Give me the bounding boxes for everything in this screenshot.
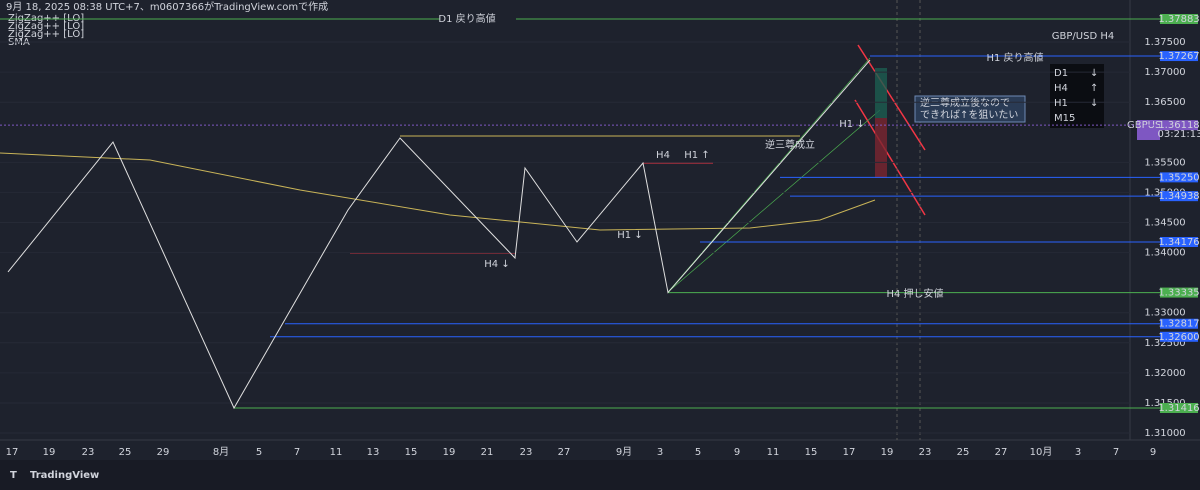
brand-logo: T bbox=[10, 470, 17, 481]
annotation: H1 ↑ bbox=[684, 150, 709, 161]
price-tick-label: 1.35500 bbox=[1144, 157, 1185, 168]
annotation: H4 押し安値 bbox=[886, 287, 943, 300]
time-tick-label: 10月 bbox=[1030, 446, 1053, 458]
status-box bbox=[1050, 64, 1104, 128]
note-box bbox=[914, 95, 1026, 123]
level-tag bbox=[1160, 191, 1198, 202]
price-tick-label: 1.33000 bbox=[1144, 308, 1185, 319]
symbol-title: GBP/USD H4 bbox=[1052, 31, 1114, 42]
status-arrow: ↑ bbox=[1090, 83, 1098, 94]
time-tick-label: 19 bbox=[43, 447, 56, 458]
status-label: M15 bbox=[1054, 113, 1075, 124]
annotation: H4 bbox=[656, 150, 670, 161]
level-tag-text: 1.37267 bbox=[1158, 51, 1199, 62]
level-tag bbox=[1160, 403, 1198, 413]
level-tag-text: 1.34176 bbox=[1158, 237, 1199, 248]
time-tick-label: 8月 bbox=[213, 446, 229, 458]
price-tick-label: 1.37500 bbox=[1144, 37, 1185, 48]
position-profit bbox=[875, 68, 887, 118]
level-tag-text: 1.32817 bbox=[1158, 319, 1199, 330]
level-tag bbox=[1160, 172, 1198, 183]
time-tick-label: 5 bbox=[695, 447, 701, 458]
zigzag-line bbox=[7, 59, 871, 410]
time-tick-label: 9 bbox=[734, 447, 740, 458]
caption: 9月 18, 2025 08:38 UTC+7、m0607366がTrading… bbox=[6, 0, 328, 13]
fan-line bbox=[667, 109, 881, 293]
level-tag-text: 1.35250 bbox=[1158, 172, 1199, 183]
time-tick-label: 11 bbox=[767, 447, 780, 458]
time-tick-label: 7 bbox=[294, 447, 300, 458]
time-tick-label: 3 bbox=[657, 447, 663, 458]
price-tick-label: 1.31000 bbox=[1144, 428, 1185, 439]
status-arrow: ↓ bbox=[1090, 98, 1098, 109]
annotation: D1 戻り高値 bbox=[438, 12, 495, 25]
time-tick-label: 5 bbox=[256, 447, 262, 458]
price-tick-label: 1.32000 bbox=[1144, 368, 1185, 379]
time-tick-label: 23 bbox=[919, 447, 932, 458]
level-tag-text: 1.32600 bbox=[1158, 332, 1199, 343]
note-line: できれば↑を狙いたい bbox=[920, 109, 1018, 121]
time-tick-label: 17 bbox=[843, 447, 856, 458]
level-tag bbox=[1160, 51, 1198, 62]
level-tag bbox=[1160, 318, 1198, 329]
time-tick-label: 23 bbox=[82, 447, 95, 458]
symbol-tag bbox=[1137, 120, 1160, 140]
annotation: H1 ↓ bbox=[617, 230, 642, 241]
annotation-bg bbox=[440, 12, 516, 26]
level-tag-text: 1.37883 bbox=[1158, 14, 1199, 25]
level-tag bbox=[1160, 331, 1198, 342]
time-tick-label: 13 bbox=[367, 447, 380, 458]
level-tag bbox=[1160, 120, 1198, 131]
time-tick-label: 7 bbox=[1113, 447, 1119, 458]
price-tick-label: 1.36500 bbox=[1144, 97, 1185, 108]
level-tag-text: 1.36118 bbox=[1158, 120, 1199, 131]
time-tick-label: 21 bbox=[481, 447, 494, 458]
footer-bar bbox=[0, 460, 1200, 490]
time-tick-label: 17 bbox=[6, 447, 19, 458]
time-tick-label: 27 bbox=[995, 447, 1008, 458]
annotation: 逆三尊成立 bbox=[765, 138, 815, 151]
price-tick-label: 1.34500 bbox=[1144, 217, 1185, 228]
price-tick-label: 1.37000 bbox=[1144, 67, 1185, 78]
channel-line bbox=[857, 44, 926, 151]
indicator-label: ZigZag++ [LO] bbox=[8, 21, 84, 32]
time-tick-label: 9 bbox=[1150, 447, 1156, 458]
time-tick-label: 25 bbox=[119, 447, 132, 458]
time-tick-label: 19 bbox=[443, 447, 456, 458]
status-label: D1 bbox=[1054, 68, 1068, 79]
level-tag bbox=[1160, 236, 1198, 247]
time-tick-label: 15 bbox=[805, 447, 818, 458]
time-tick-label: 23 bbox=[520, 447, 533, 458]
time-tick-label: 25 bbox=[957, 447, 970, 458]
level-tag-text: 1.33335 bbox=[1158, 288, 1199, 299]
status-arrow: ↓ bbox=[1090, 68, 1098, 79]
sma-line bbox=[0, 152, 876, 231]
position-loss bbox=[875, 118, 887, 178]
status-label: H4 bbox=[1054, 83, 1068, 94]
level-tag-text: 1.31416 bbox=[1158, 403, 1199, 414]
time-tick-label: 29 bbox=[157, 447, 170, 458]
time-tick-label: 9月 bbox=[616, 446, 632, 458]
time-tick-label: 19 bbox=[881, 447, 894, 458]
level-tag bbox=[1160, 14, 1198, 24]
price-tick-label: 1.32500 bbox=[1144, 338, 1185, 349]
time-tick-label: 27 bbox=[558, 447, 571, 458]
time-tick-label: 11 bbox=[330, 447, 343, 458]
annotation: H4 ↓ bbox=[484, 259, 509, 270]
time-tick-label: 15 bbox=[405, 447, 418, 458]
annotation: H1 ↓ bbox=[839, 119, 864, 130]
indicator-label: ZigZag++ [LO] bbox=[8, 29, 84, 40]
time-tick-label: 3 bbox=[1075, 447, 1081, 458]
status-label: H1 bbox=[1054, 98, 1068, 109]
annotation: H1 戻り高値 bbox=[986, 51, 1043, 64]
level-tag bbox=[1160, 287, 1198, 298]
countdown: 03:21:13 bbox=[1158, 129, 1200, 140]
level-tag-text: 1.34938 bbox=[1158, 191, 1199, 202]
brand: TradingView bbox=[30, 470, 99, 481]
price-tick-label: 1.34000 bbox=[1144, 248, 1185, 259]
